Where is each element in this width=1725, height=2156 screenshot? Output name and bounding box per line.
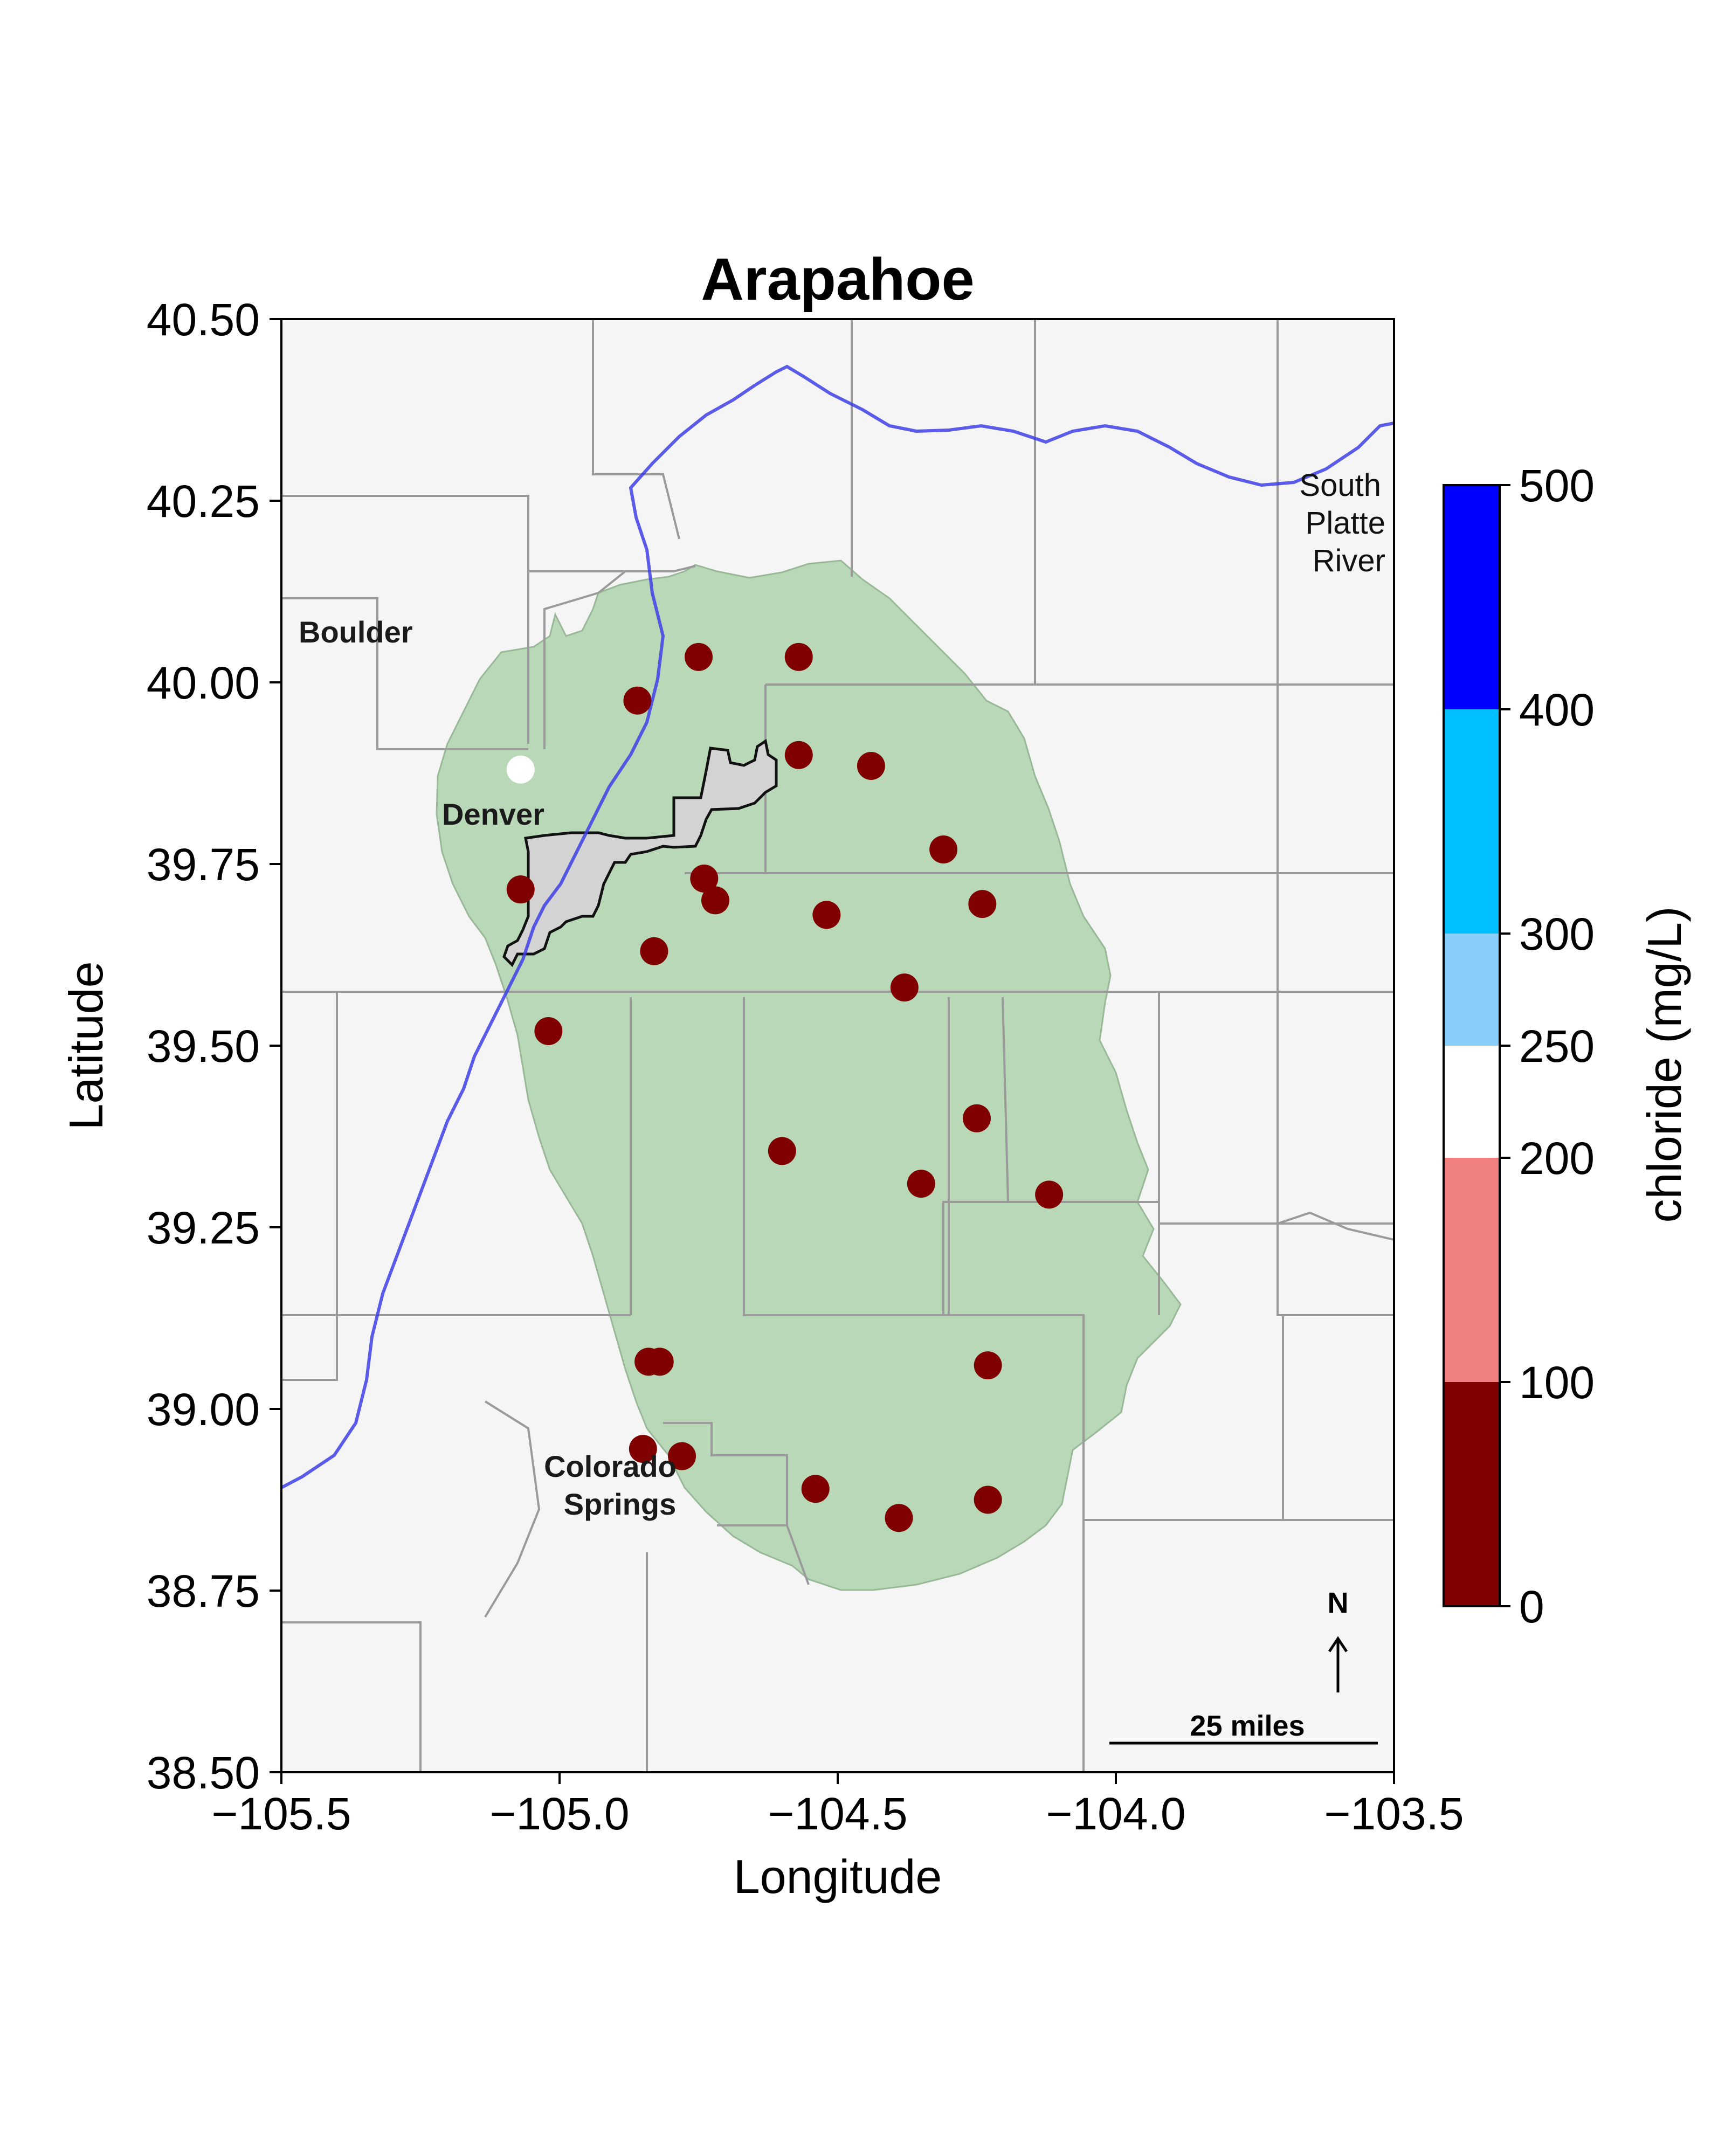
north-label: N bbox=[1328, 1587, 1349, 1619]
x-tick-label: −105.0 bbox=[489, 1788, 629, 1839]
x-axis-title: Longitude bbox=[734, 1850, 942, 1903]
sample-point-2[interactable] bbox=[784, 642, 813, 671]
x-tick-label: −105.5 bbox=[211, 1788, 351, 1839]
sample-point-19[interactable] bbox=[1035, 1180, 1064, 1209]
y-tick-label: 39.75 bbox=[147, 839, 260, 890]
colorbar-bin-4 bbox=[1444, 934, 1500, 1046]
sample-point-17[interactable] bbox=[768, 1137, 796, 1165]
colorbar-tick-label: 200 bbox=[1519, 1133, 1595, 1184]
sample-point-11[interactable] bbox=[812, 901, 841, 929]
y-tick-label: 39.25 bbox=[147, 1203, 260, 1253]
sample-point-25[interactable] bbox=[801, 1475, 830, 1503]
sample-point-12[interactable] bbox=[968, 890, 997, 918]
sample-point-7[interactable] bbox=[929, 835, 958, 864]
county-boundaries bbox=[281, 319, 1394, 1772]
sample-point-23[interactable] bbox=[629, 1435, 657, 1463]
colorbar-bin-3 bbox=[1444, 1046, 1500, 1158]
south-platte-river bbox=[281, 364, 1394, 1489]
sample-point-4[interactable] bbox=[784, 741, 813, 769]
sample-point-8[interactable] bbox=[506, 875, 535, 904]
place-label-colorado-springs-1: Colorado bbox=[544, 1449, 677, 1483]
sample-point-18[interactable] bbox=[907, 1170, 935, 1198]
x-tick-label: −103.5 bbox=[1324, 1788, 1464, 1839]
x-tick-label: −104.5 bbox=[768, 1788, 907, 1839]
sample-point-10[interactable] bbox=[701, 886, 729, 915]
y-tick-label: 40.50 bbox=[147, 294, 260, 345]
sample-point-3[interactable] bbox=[623, 686, 652, 715]
y-tick-label: 38.75 bbox=[147, 1566, 260, 1616]
colorbar-bin-5 bbox=[1444, 709, 1500, 934]
y-tick-label: 40.25 bbox=[147, 476, 260, 527]
colorbar-tick-label: 400 bbox=[1519, 685, 1595, 735]
y-tick-label: 39.50 bbox=[147, 1021, 260, 1072]
map-area[interactable]: Boulder Denver Colorado Springs South Pl… bbox=[281, 319, 1394, 1772]
x-axis-ticks: −105.5 −105.0 −104.5 −104.0 −103.5 bbox=[211, 1772, 1464, 1839]
place-label-colorado-springs-2: Springs bbox=[564, 1487, 676, 1521]
sample-point-15[interactable] bbox=[534, 1017, 563, 1046]
sample-point-16[interactable] bbox=[963, 1104, 991, 1132]
scale-bar-label: 25 miles bbox=[1190, 1710, 1305, 1742]
river-label-3: River bbox=[1313, 543, 1385, 578]
sample-point-26[interactable] bbox=[974, 1485, 1002, 1514]
colorbar-bin-6 bbox=[1444, 485, 1500, 709]
colorbar: 0 100 200 250 300 400 500 bbox=[1443, 460, 1595, 1632]
north-arrow-icon bbox=[1328, 1636, 1348, 1692]
colorbar-tick-label: 500 bbox=[1519, 460, 1595, 511]
colorbar-bin-1 bbox=[1444, 1382, 1500, 1606]
y-tick-label: 40.00 bbox=[147, 658, 260, 708]
sample-points bbox=[506, 642, 1064, 1532]
y-tick-label: 39.00 bbox=[147, 1384, 260, 1435]
sample-point-1[interactable] bbox=[685, 642, 713, 671]
colorbar-tick-label: 300 bbox=[1519, 909, 1595, 959]
colorbar-tick-label: 100 bbox=[1519, 1357, 1595, 1408]
x-tick-label: −104.0 bbox=[1046, 1788, 1185, 1839]
colorbar-bin-2 bbox=[1444, 1158, 1500, 1382]
plot-title: Arapahoe bbox=[701, 246, 974, 313]
place-label-boulder: Boulder bbox=[299, 615, 413, 649]
y-axis-title: Latitude bbox=[59, 961, 113, 1130]
sample-point-21[interactable] bbox=[645, 1348, 674, 1376]
y-tick-label: 38.50 bbox=[147, 1747, 260, 1798]
sample-point-6[interactable] bbox=[506, 755, 535, 784]
sample-point-24[interactable] bbox=[668, 1442, 696, 1470]
sample-point-5[interactable] bbox=[857, 752, 885, 780]
sample-point-13[interactable] bbox=[640, 937, 668, 965]
colorbar-tick-label: 0 bbox=[1519, 1581, 1544, 1632]
sample-point-9[interactable] bbox=[690, 864, 719, 893]
river-label-1: South bbox=[1299, 468, 1381, 503]
y-axis-ticks: 38.50 38.75 39.00 39.25 39.50 39.75 40.00 40.25… bbox=[147, 294, 281, 1798]
colorbar-tick-label: 250 bbox=[1519, 1021, 1595, 1072]
colorbar-title: chloride (mg/L) bbox=[1638, 907, 1691, 1223]
place-label-denver: Denver bbox=[442, 797, 544, 831]
sample-point-27[interactable] bbox=[885, 1504, 913, 1532]
aquifer-extent bbox=[436, 559, 1182, 1591]
sample-point-14[interactable] bbox=[890, 973, 919, 1002]
river-label-2: Platte bbox=[1306, 506, 1385, 541]
sample-point-22[interactable] bbox=[974, 1351, 1002, 1380]
